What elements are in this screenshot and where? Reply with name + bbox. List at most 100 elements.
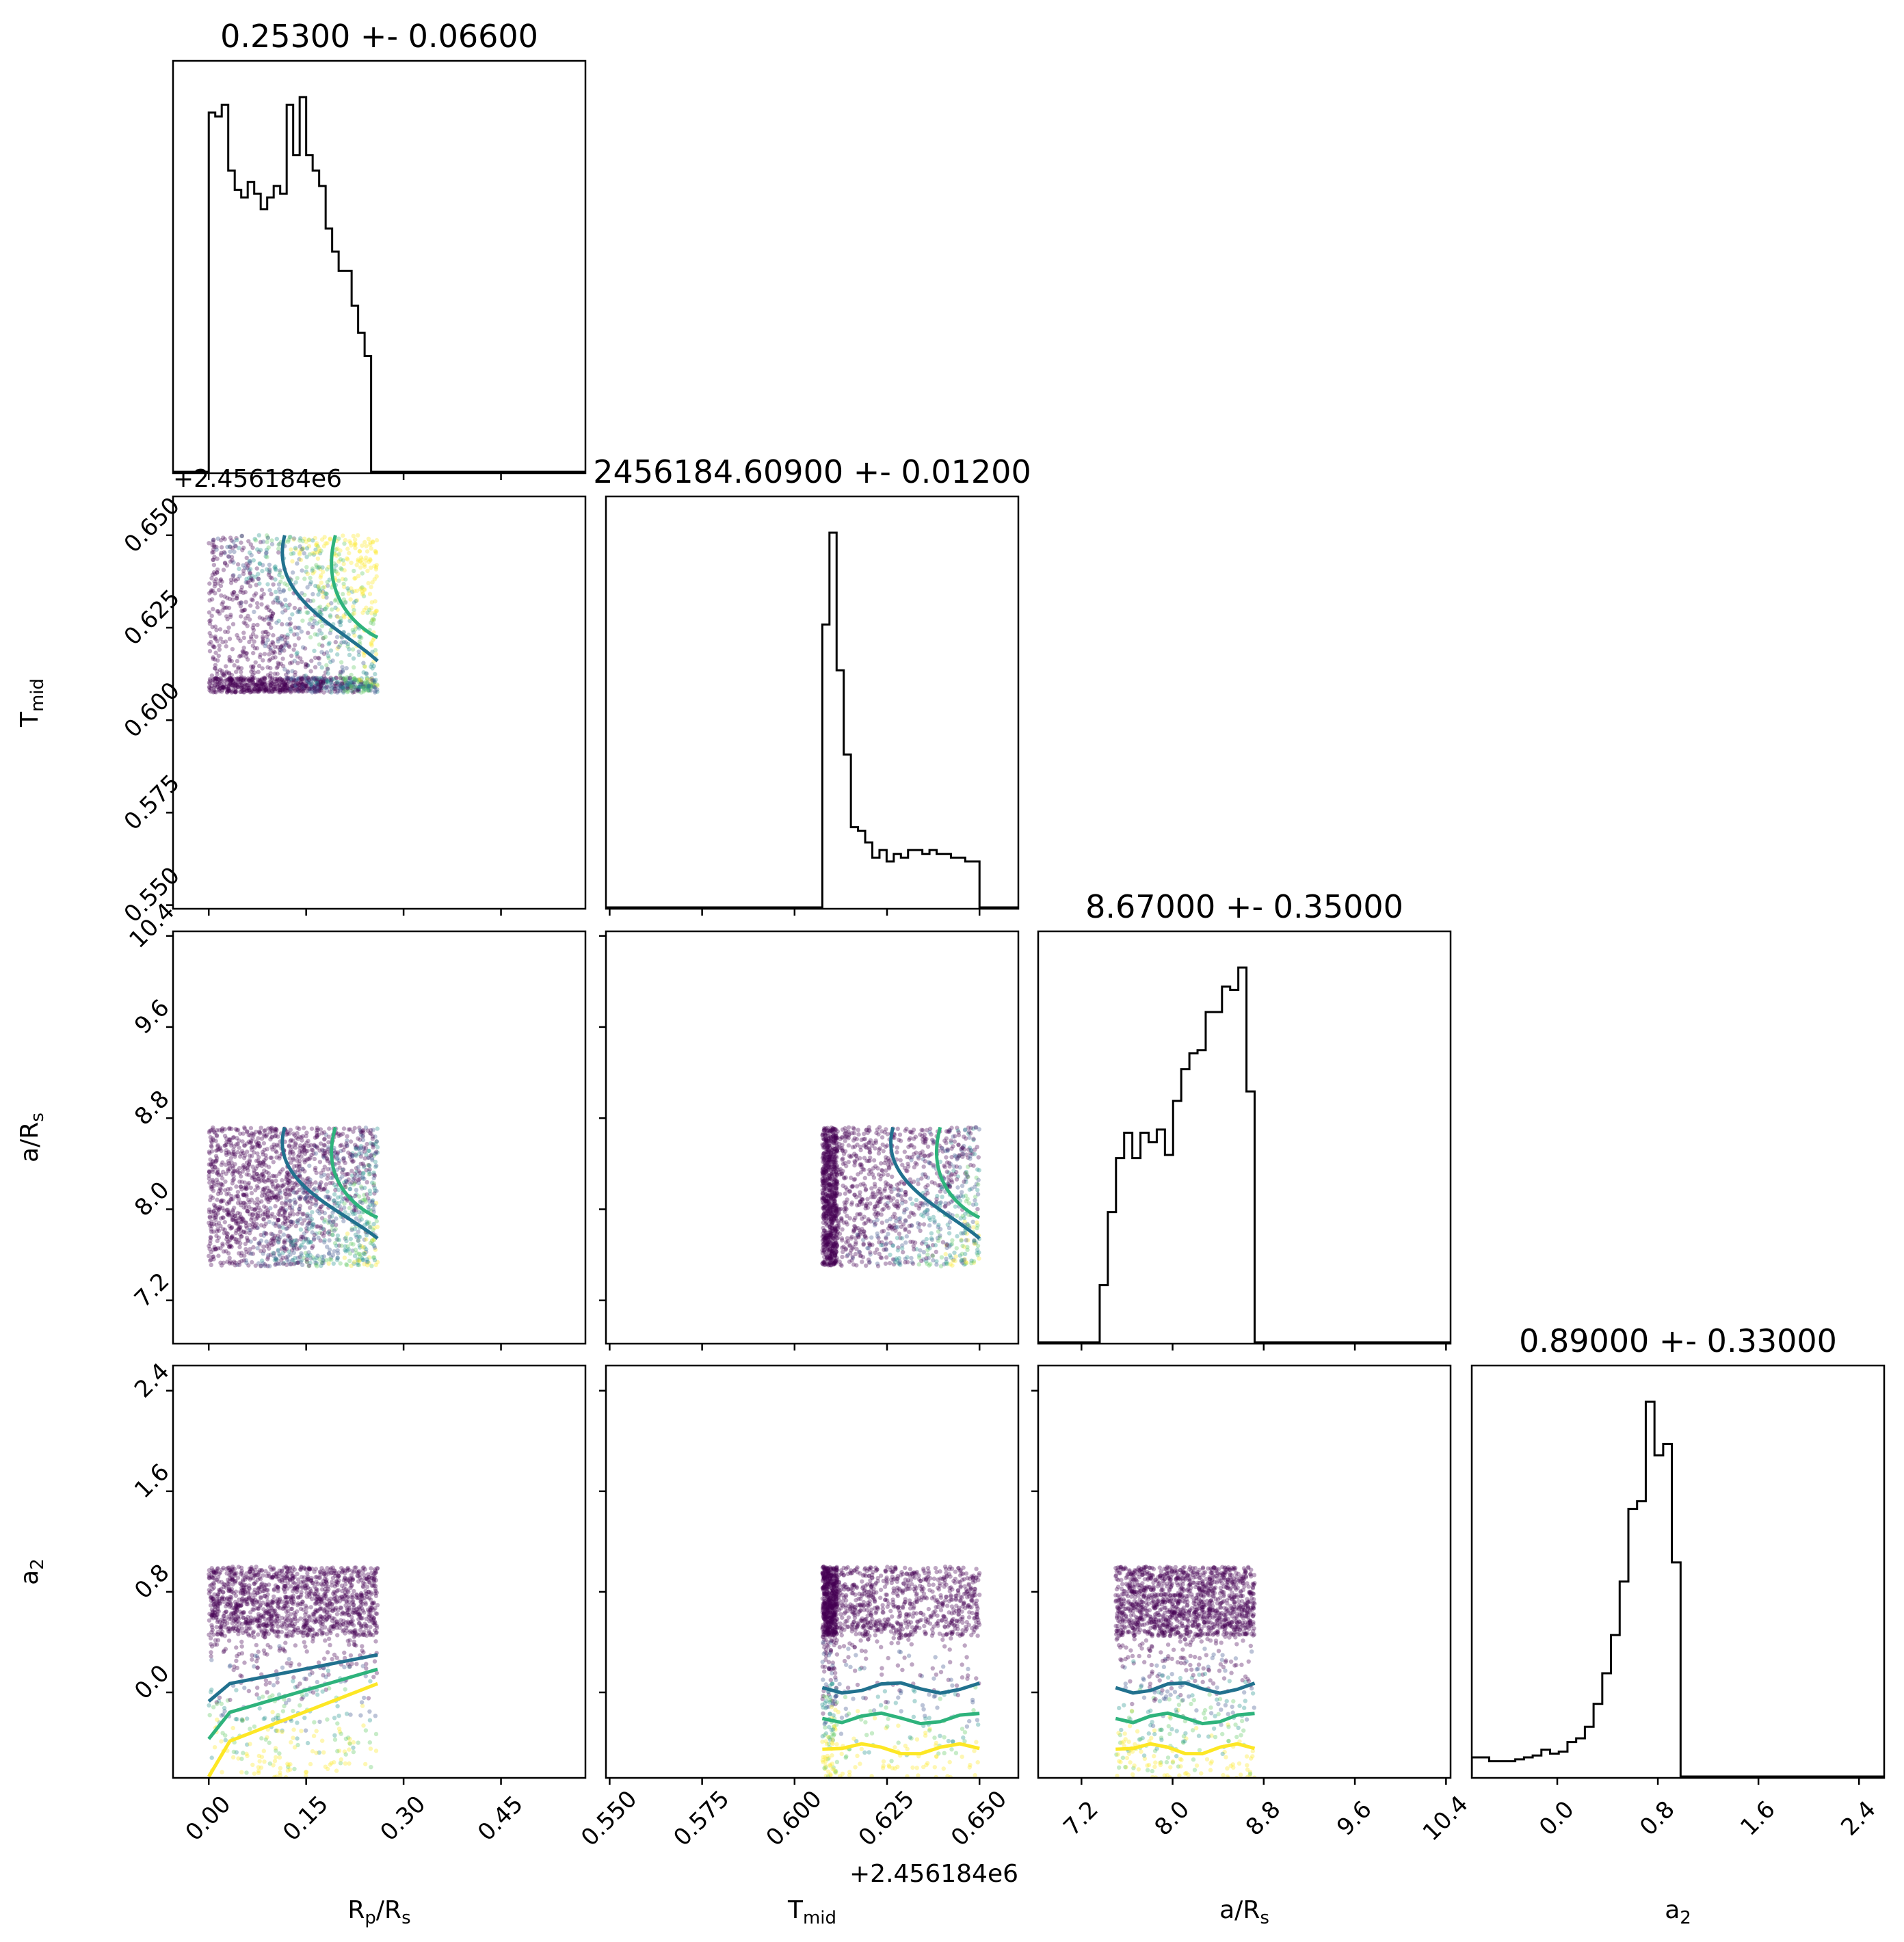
sample-point	[912, 1136, 916, 1141]
sample-point	[953, 1254, 958, 1259]
sample-point	[248, 1185, 253, 1191]
sample-point	[278, 689, 282, 694]
sample-point	[369, 676, 374, 681]
sample-point	[215, 556, 220, 561]
sample-point	[245, 624, 250, 628]
sample-point	[359, 561, 365, 566]
sample-point	[357, 635, 362, 639]
sample-point	[261, 1251, 265, 1256]
sample-point	[298, 680, 304, 684]
sample-point	[287, 1144, 291, 1149]
sample-point	[259, 677, 264, 682]
sample-point	[356, 679, 362, 684]
sample-point	[267, 567, 272, 572]
sample-point	[278, 688, 283, 693]
sample-point	[307, 686, 313, 691]
sample-point	[262, 688, 267, 693]
sample-point	[276, 689, 280, 694]
sample-point	[302, 536, 307, 541]
sample-point	[267, 680, 272, 685]
sample-point	[247, 1251, 252, 1255]
sample-point	[277, 690, 282, 695]
sample-point	[264, 1156, 269, 1161]
sample-point	[925, 1208, 929, 1212]
sample-point	[362, 1185, 367, 1191]
sample-point	[317, 688, 321, 693]
sample-point	[338, 676, 343, 680]
sample-point	[884, 1241, 889, 1246]
sample-point	[315, 684, 321, 689]
sample-point	[306, 688, 310, 693]
sample-point	[348, 684, 354, 689]
sample-point	[276, 1196, 281, 1201]
sample-point	[235, 576, 241, 581]
sample-point	[276, 1143, 281, 1148]
sample-point	[326, 679, 330, 684]
sample-point	[253, 1263, 258, 1268]
sample-point	[883, 1261, 888, 1266]
sample-point	[265, 582, 270, 587]
sample-point	[245, 688, 250, 693]
sample-point	[317, 619, 322, 624]
sample-point	[286, 643, 291, 648]
sample-point	[868, 1250, 873, 1255]
sample-point	[208, 1162, 213, 1167]
sample-point	[299, 684, 304, 689]
sample-point	[319, 548, 323, 553]
sample-point	[287, 1143, 292, 1148]
sample-point	[356, 1229, 361, 1234]
sample-point	[276, 546, 281, 551]
sample-point	[241, 635, 246, 640]
sample-point	[224, 669, 229, 674]
sample-point	[221, 684, 226, 689]
sample-point	[908, 1136, 913, 1141]
sample-point	[211, 644, 216, 650]
sample-point	[291, 683, 296, 689]
sample-point	[261, 1174, 266, 1179]
sample-point	[226, 605, 232, 611]
sample-point	[324, 595, 329, 600]
sample-point	[347, 676, 352, 680]
sample-point	[286, 537, 291, 542]
sample-point	[313, 683, 318, 688]
sample-point	[282, 686, 287, 691]
sample-point	[296, 682, 302, 687]
sample-point	[369, 585, 373, 589]
sample-point	[967, 1135, 972, 1140]
sample-point	[248, 1239, 253, 1244]
sample-point	[207, 1215, 213, 1220]
sample-point	[272, 1194, 277, 1199]
sample-point	[239, 679, 243, 684]
sample-point	[315, 682, 320, 687]
sample-point	[905, 1154, 910, 1160]
sample-point	[276, 1217, 280, 1223]
sample-point	[291, 1139, 295, 1143]
sample-point	[330, 686, 335, 691]
sample-point	[302, 683, 308, 688]
sample-point	[226, 685, 231, 690]
sample-point	[370, 666, 375, 671]
sample-point	[345, 586, 350, 591]
sample-point	[213, 690, 218, 695]
sample-point	[903, 1240, 908, 1245]
sample-point	[300, 689, 306, 694]
sample-point	[289, 684, 294, 690]
sample-point	[279, 677, 284, 682]
sample-point	[315, 687, 320, 692]
sample-point	[220, 1127, 224, 1132]
sample-point	[220, 639, 225, 645]
sample-point	[260, 682, 265, 687]
sample-point	[276, 618, 281, 624]
sample-point	[364, 544, 369, 548]
sample-point	[340, 576, 345, 581]
sample-point	[319, 682, 324, 687]
sample-point	[228, 549, 233, 554]
sample-point	[308, 582, 313, 587]
sample-point	[249, 576, 254, 581]
sample-point	[284, 642, 289, 648]
sample-point	[211, 1221, 217, 1227]
sample-point	[235, 682, 240, 687]
sample-point	[362, 540, 367, 545]
sample-point	[249, 636, 254, 641]
sample-point	[373, 685, 378, 690]
